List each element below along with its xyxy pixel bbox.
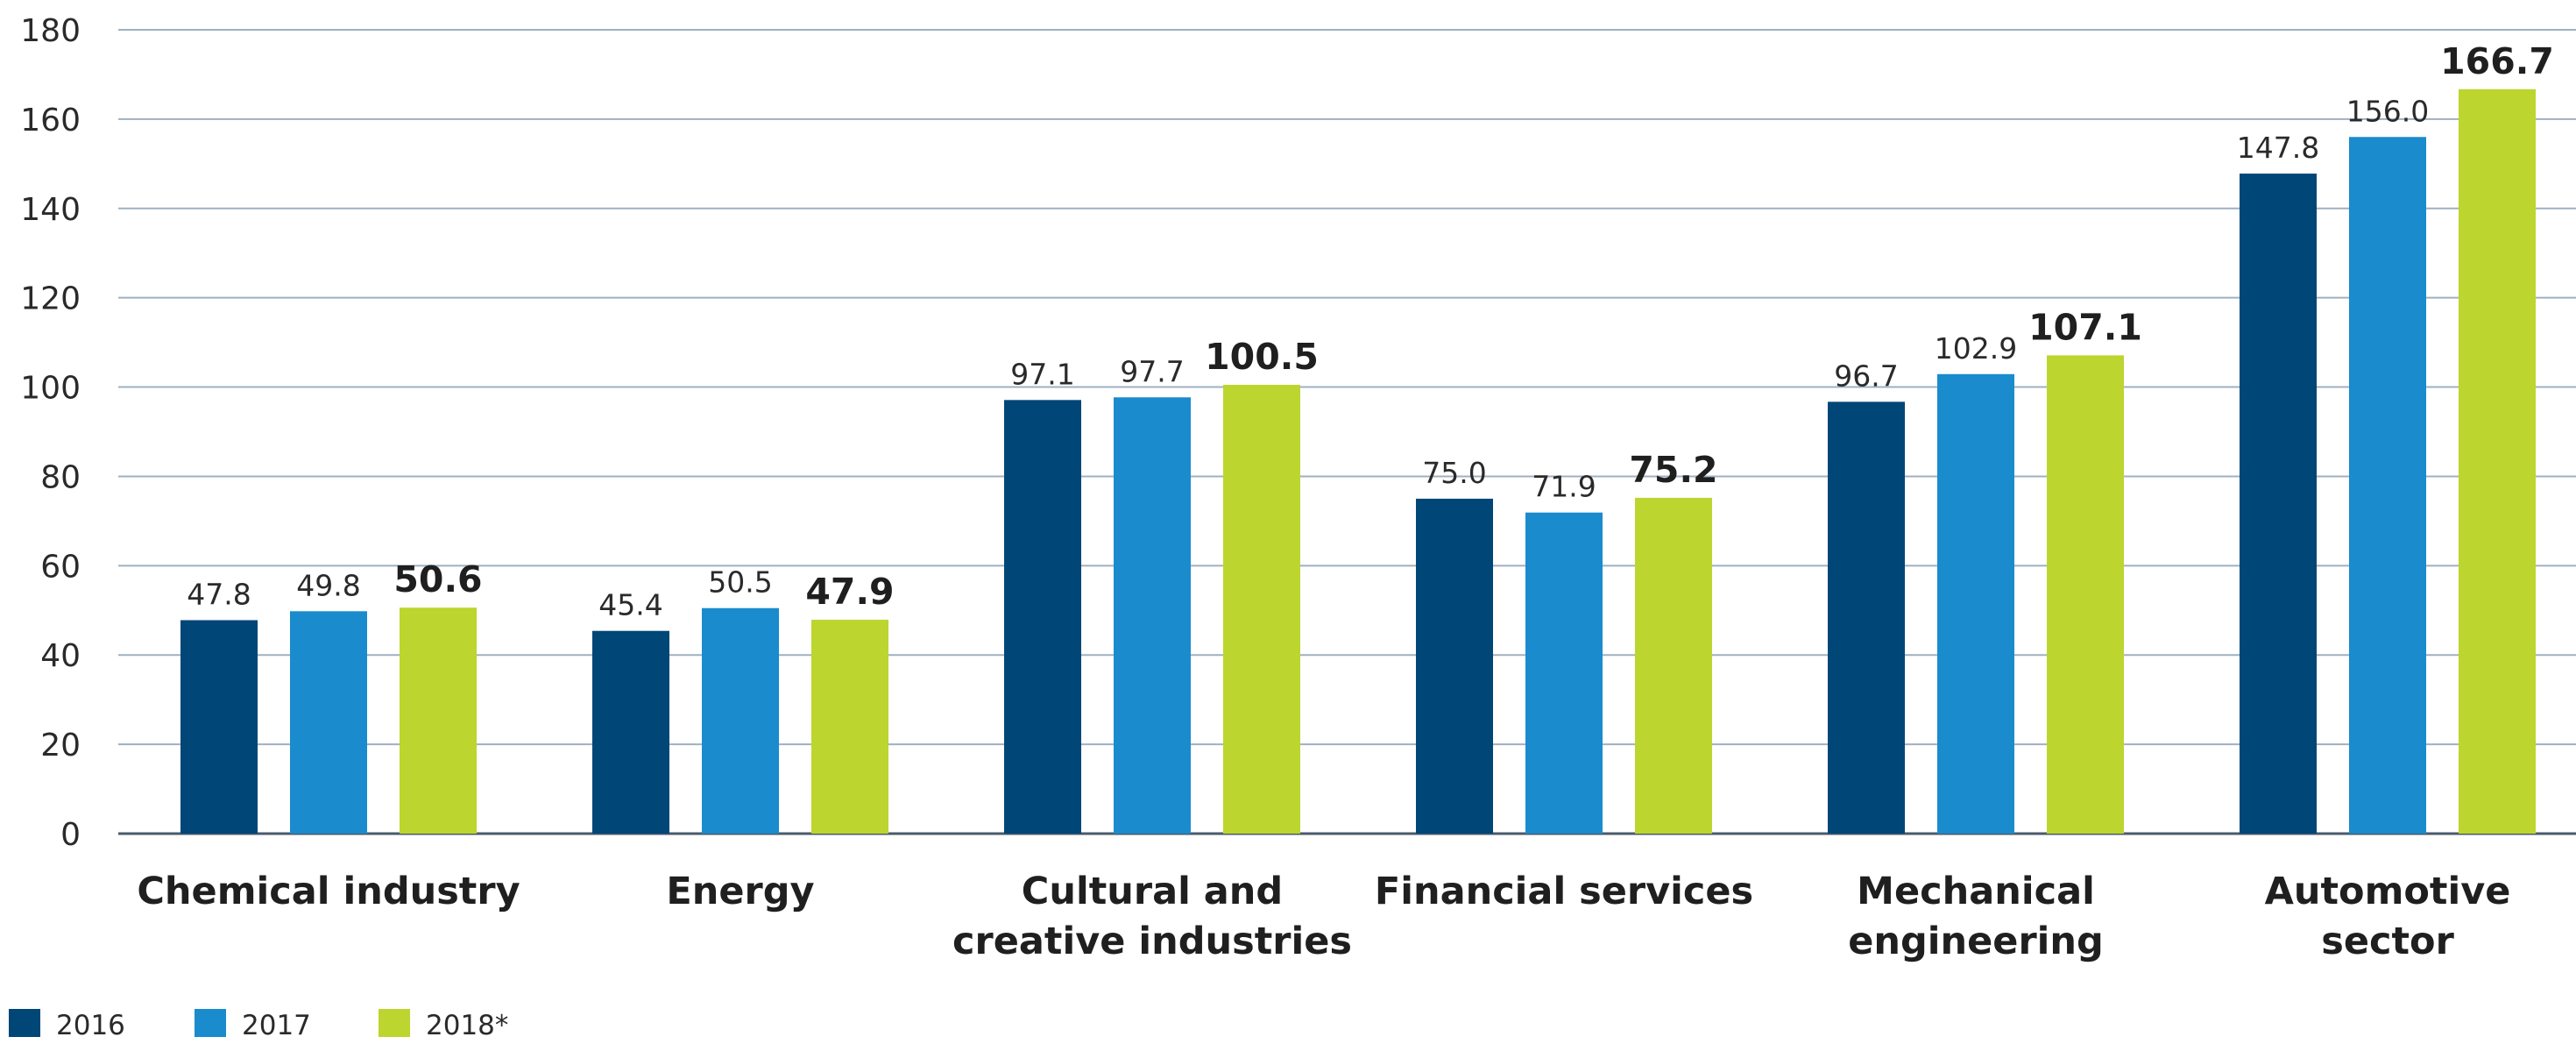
x-axis-categories: Chemical industry Energy Cultural and creat…: [137, 870, 2510, 963]
value-labels: 47.8 49.8 50.6 45.4 50.5 47.9 97.1 97.7 100.5 75.…: [187, 40, 2554, 622]
bars: [180, 89, 2536, 834]
bar-2016: [1416, 498, 1493, 834]
legend-swatch: [195, 1009, 226, 1037]
y-tick-label: 80: [40, 459, 81, 495]
legend-label: 2016: [56, 1010, 125, 1040]
bar-2016: [592, 630, 669, 834]
bar-value-label: 97.7: [1120, 354, 1184, 388]
bar-value-label: 147.8: [2237, 131, 2319, 165]
legend-swatch: [379, 1009, 410, 1037]
bar-value-label: 50.6: [393, 558, 482, 600]
bar-value-label: 47.9: [805, 571, 894, 613]
legend: 2016 2017 2018*: [9, 1009, 508, 1041]
category-label: Financial services: [1375, 870, 1753, 913]
category-label: Chemical industry: [137, 870, 520, 913]
category-label: Cultural and creative industries: [952, 870, 1352, 963]
bar-2018: [1223, 385, 1300, 834]
bar-2016: [2240, 174, 2317, 834]
legend-label: 2018*: [426, 1010, 508, 1040]
bar-2016: [1828, 401, 1905, 834]
bar-value-label: 47.8: [187, 577, 251, 611]
bar-value-label: 75.0: [1422, 456, 1486, 490]
bar-value-label: 71.9: [1532, 470, 1596, 504]
bar-2018: [1635, 497, 1712, 834]
legend-label: 2017: [242, 1010, 311, 1040]
bar-2017: [702, 607, 779, 834]
gridlines: [118, 29, 2576, 835]
bar-2017: [2349, 137, 2426, 834]
category-label: Energy: [666, 870, 814, 913]
category-label: Automotive sector: [2265, 870, 2511, 963]
bar-2016: [1004, 400, 1081, 834]
y-tick-label: 120: [20, 281, 81, 317]
bar-value-label: 45.4: [598, 588, 662, 622]
y-axis-ticks: 0 20 40 60 80 100 120 140 160 180: [20, 13, 81, 853]
bar-2018: [400, 607, 477, 834]
bar-2017: [290, 611, 367, 834]
y-tick-label: 20: [40, 728, 81, 763]
bar-value-label: 96.7: [1834, 359, 1898, 393]
bar-2018: [811, 619, 888, 834]
bar-2017: [1114, 397, 1191, 834]
bar-value-label: 50.5: [708, 565, 772, 600]
bar-value-label: 166.7: [2440, 40, 2554, 82]
bar-2018: [2459, 89, 2536, 834]
y-tick-label: 160: [20, 103, 81, 138]
bar-value-label: 107.1: [2028, 306, 2142, 348]
category-label: Mechanical engineering: [1848, 870, 2104, 963]
bar-2016: [180, 620, 258, 834]
y-tick-label: 100: [20, 371, 81, 407]
bar-value-label: 75.2: [1629, 449, 1717, 491]
bar-2018: [2047, 355, 2124, 834]
bar-value-label: 100.5: [1205, 336, 1319, 378]
y-tick-label: 0: [60, 817, 81, 853]
bar-value-label: 156.0: [2346, 94, 2429, 128]
bar-2017: [1525, 512, 1603, 834]
y-tick-label: 40: [40, 638, 81, 674]
y-tick-label: 140: [20, 192, 81, 228]
bar-value-label: 97.1: [1010, 357, 1074, 391]
y-tick-label: 180: [20, 13, 81, 49]
bar-value-label: 102.9: [1935, 331, 2017, 366]
bar-value-label: 49.8: [296, 568, 360, 602]
legend-swatch: [9, 1009, 40, 1037]
bar-2017: [1937, 373, 2014, 834]
y-tick-label: 60: [40, 549, 81, 585]
